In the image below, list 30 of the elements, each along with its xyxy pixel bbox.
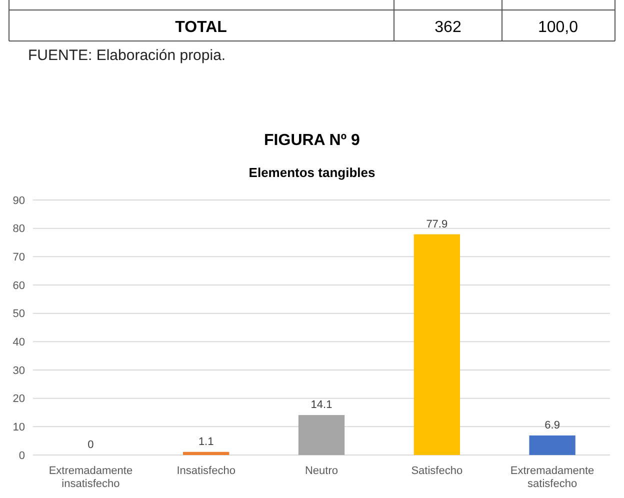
data-label: 0 [88,439,94,451]
y-tick-label: 50 [12,308,25,320]
source-note: FUENTE: Elaboración propia. [28,47,226,64]
text: TOTAL [175,19,228,36]
bar [414,234,460,455]
y-tick-label: 80 [12,223,25,236]
y-tick-label: 10 [12,422,25,434]
data-label: 6.9 [544,419,560,432]
x-tick-label: Satisfecho [411,465,463,477]
y-tick-label: 90 [12,194,25,207]
y-tick-label: 40 [12,336,25,349]
y-tick-label: 0 [18,450,25,462]
y-tick-label: 20 [12,393,25,406]
bar [529,435,576,455]
chart-title: FIGURA Nº 9 [264,132,360,149]
x-tick-label: Extremadamente satisfecho [510,465,594,490]
y-tick-label: 30 [12,364,25,377]
y-tick-label: 70 [12,252,25,264]
data-label: 1.1 [198,436,214,448]
x-tick-label: Extremadamente insatisfecho [48,465,133,490]
chart-subtitle: Elementos tangibles [248,165,376,180]
bar [183,452,230,455]
text: 362 [434,19,462,36]
x-tick-label: Neutro [304,465,338,477]
data-label: 77.9 [426,218,448,230]
data-label: 14.1 [310,399,332,412]
x-tick-label: Insatisfecho [176,465,236,477]
y-tick-label: 60 [12,280,25,292]
bar [298,415,345,455]
text: 100,0 [538,19,578,36]
